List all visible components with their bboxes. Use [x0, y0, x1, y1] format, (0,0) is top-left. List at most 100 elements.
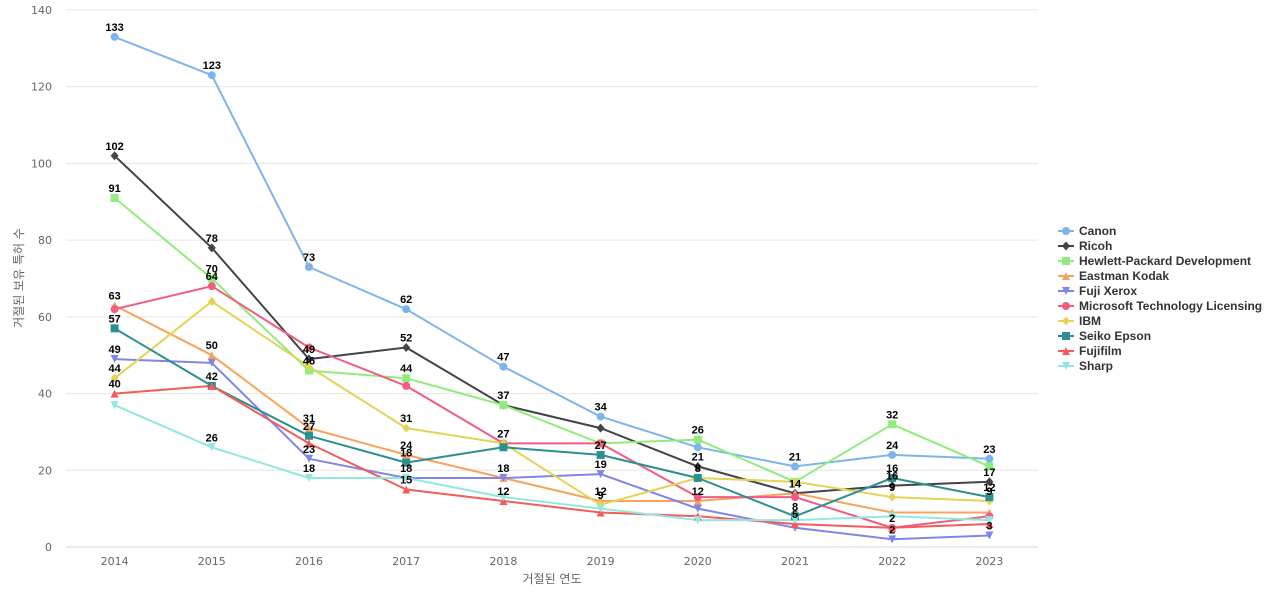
data-label: 91: [108, 183, 120, 195]
y-tick-label: 0: [45, 541, 52, 554]
data-point: [207, 443, 216, 452]
data-point: [207, 358, 216, 367]
legend-item[interactable]: Seiko Epson: [1058, 329, 1151, 343]
data-label: 23: [983, 444, 995, 456]
data-point: [693, 493, 702, 502]
data-point: [888, 512, 897, 521]
data-point: [207, 297, 216, 307]
data-point: [402, 450, 411, 459]
data-label: 12: [983, 482, 995, 494]
data-label: 63: [108, 290, 120, 302]
data-point: [305, 362, 313, 372]
data-point: [596, 423, 605, 433]
data-point: [207, 243, 216, 253]
data-point: [693, 504, 702, 513]
data-point: [693, 516, 702, 525]
data-label: 44: [400, 363, 413, 375]
data-point: [305, 439, 313, 448]
y-tick-label: 60: [38, 311, 52, 324]
data-point: [985, 516, 994, 525]
series-line: [113, 327, 991, 518]
data-point: [402, 381, 411, 390]
legend-item[interactable]: Canon: [1058, 224, 1116, 238]
data-label: 24: [886, 440, 899, 452]
data-point: [305, 431, 313, 440]
legend-label: Eastman Kodak: [1079, 269, 1169, 283]
y-tick-label: 40: [38, 388, 52, 401]
legend-item[interactable]: IBM: [1058, 314, 1101, 328]
data-label: 57: [108, 313, 120, 325]
series-lines: [113, 35, 991, 541]
data-point: [305, 343, 313, 352]
data-point: [596, 412, 605, 421]
data-label: 3: [986, 520, 992, 532]
data-label: 2: [889, 524, 895, 536]
data-point: [499, 473, 508, 482]
data-point: [985, 493, 994, 502]
data-label: 46: [303, 356, 315, 368]
data-point: [110, 305, 119, 314]
x-tick-label: 2021: [781, 555, 809, 568]
data-label: 31: [400, 413, 412, 425]
data-point: [499, 493, 508, 502]
data-label: 78: [206, 233, 218, 245]
data-point: [985, 477, 994, 487]
legend-item[interactable]: Sharp: [1058, 359, 1113, 373]
series-line: [113, 384, 991, 529]
data-point: [791, 516, 799, 525]
legend-marker: [1062, 257, 1070, 265]
legend-item[interactable]: Eastman Kodak: [1058, 269, 1169, 283]
data-point: [402, 473, 411, 482]
legend-label: Canon: [1079, 224, 1116, 238]
data-point: [207, 71, 216, 80]
data-label: 50: [206, 340, 218, 352]
data-point: [693, 435, 702, 444]
data-label: 42: [206, 371, 218, 383]
data-point: [693, 443, 702, 452]
data-label: 62: [400, 294, 412, 306]
data-point: [985, 462, 994, 471]
x-tick-label: 2019: [587, 555, 615, 568]
data-label: 18: [303, 463, 315, 475]
legend-item[interactable]: Fujifilm: [1058, 344, 1122, 358]
x-axis-title: 거절된 연도: [522, 572, 581, 586]
legend-item[interactable]: Hewlett-Packard Development: [1058, 254, 1251, 268]
y-tick-label: 100: [31, 157, 52, 170]
y-tick-label: 80: [38, 234, 52, 247]
data-point: [305, 354, 313, 364]
legend-item[interactable]: Ricoh: [1058, 239, 1112, 253]
data-label: 21: [789, 451, 801, 463]
legend-label: Ricoh: [1079, 239, 1112, 253]
y-axis-ticks: 0 20 40 60 80 100 120 140: [31, 4, 52, 554]
data-point: [888, 535, 897, 544]
data-point: [207, 381, 216, 390]
data-point: [402, 374, 411, 383]
legend-item[interactable]: Microsoft Technology Licensing: [1058, 299, 1262, 313]
legend-item[interactable]: Fuji Xerox: [1058, 284, 1137, 298]
data-point: [305, 262, 313, 271]
x-tick-label: 2016: [295, 555, 323, 568]
y-tick-label: 140: [31, 4, 52, 17]
data-label: 102: [105, 141, 123, 153]
data-label: 9: [986, 486, 992, 498]
data-point: [888, 473, 897, 482]
data-point: [305, 473, 313, 482]
legend-marker: [1062, 347, 1070, 355]
data-label: 31: [303, 413, 315, 425]
x-tick-label: 2015: [198, 555, 226, 568]
data-point: [207, 351, 216, 360]
data-label: 34: [594, 402, 607, 414]
data-point: [110, 373, 119, 383]
data-label: 123: [203, 60, 221, 72]
data-label: 26: [692, 425, 704, 437]
x-tick-label: 2014: [101, 555, 129, 568]
data-label: 8: [695, 463, 701, 475]
y-axis-title: 거절된 보유 특허 수: [12, 228, 26, 328]
data-label: 17: [983, 467, 995, 479]
data-point: [402, 343, 411, 353]
legend-marker: [1062, 272, 1070, 280]
data-point: [888, 420, 897, 429]
x-axis-ticks: 2014 2015 2016 2017 2018 2019 2020 2021 2022 2023: [101, 555, 1004, 568]
